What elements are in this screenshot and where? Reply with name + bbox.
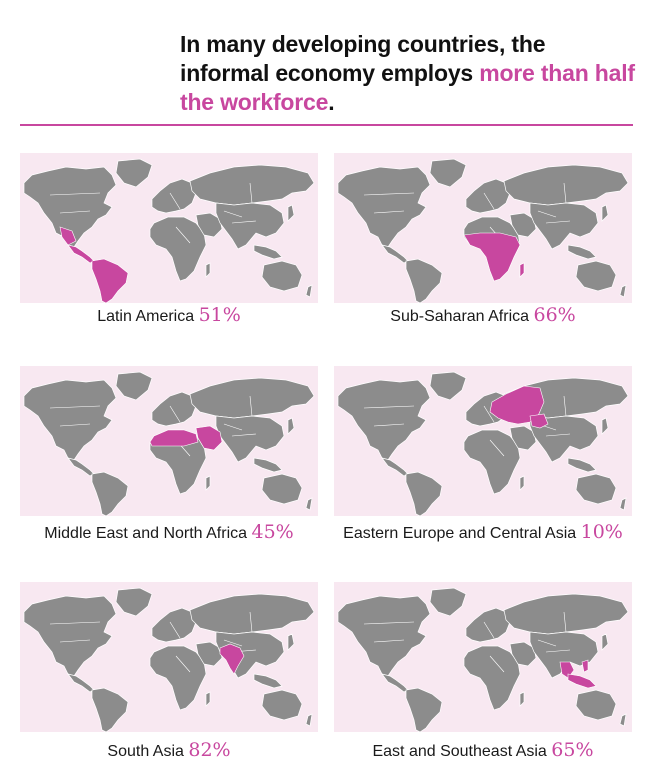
- percent-value: 65%: [551, 739, 594, 761]
- region-highlight: [149, 425, 223, 451]
- region-highlight: [463, 232, 525, 282]
- caption-latin-america: Latin America 51%: [9, 305, 329, 327]
- map-sub-saharan-africa: [334, 153, 632, 303]
- caption-eastern-europe-central-asia: Eastern Europe and Central Asia 10%: [323, 522, 643, 544]
- caption-south-asia: South Asia 82%: [9, 740, 329, 762]
- title-period: .: [328, 89, 335, 115]
- percent-value: 45%: [251, 521, 294, 543]
- percent-value: 82%: [188, 739, 231, 761]
- region-label: Eastern Europe and Central Asia: [343, 525, 577, 542]
- map-eastern-europe-central-asia: [334, 366, 632, 516]
- world-map-shape: [23, 371, 315, 516]
- caption-east-southeast-asia: East and Southeast Asia 65%: [323, 740, 643, 762]
- region-highlight: [559, 659, 597, 689]
- region-label: East and Southeast Asia: [372, 743, 547, 760]
- region-label: South Asia: [107, 743, 184, 760]
- region-highlight: [489, 385, 549, 429]
- title-highlight: more than half the workforce: [180, 60, 635, 115]
- region-label: Latin America: [97, 308, 195, 325]
- page-title: In many developing countries, the inform…: [180, 30, 640, 117]
- world-map-shape: [23, 158, 315, 303]
- map-latin-america: [20, 153, 318, 303]
- percent-value: 51%: [198, 304, 241, 326]
- title-divider: [20, 124, 633, 126]
- map-middle-east-north-africa: [20, 366, 318, 516]
- region-highlight: [59, 226, 129, 303]
- percent-value: 10%: [580, 521, 623, 543]
- caption-sub-saharan-africa: Sub-Saharan Africa 66%: [323, 305, 643, 327]
- region-label: Middle East and North Africa: [44, 525, 248, 542]
- caption-middle-east-north-africa: Middle East and North Africa 45%: [9, 522, 329, 544]
- title-text: In many developing countries, the inform…: [180, 31, 546, 86]
- percent-value: 66%: [533, 304, 576, 326]
- region-label: Sub-Saharan Africa: [390, 308, 530, 325]
- region-highlight: [219, 643, 245, 675]
- map-south-asia: [20, 582, 318, 732]
- map-east-southeast-asia: [334, 582, 632, 732]
